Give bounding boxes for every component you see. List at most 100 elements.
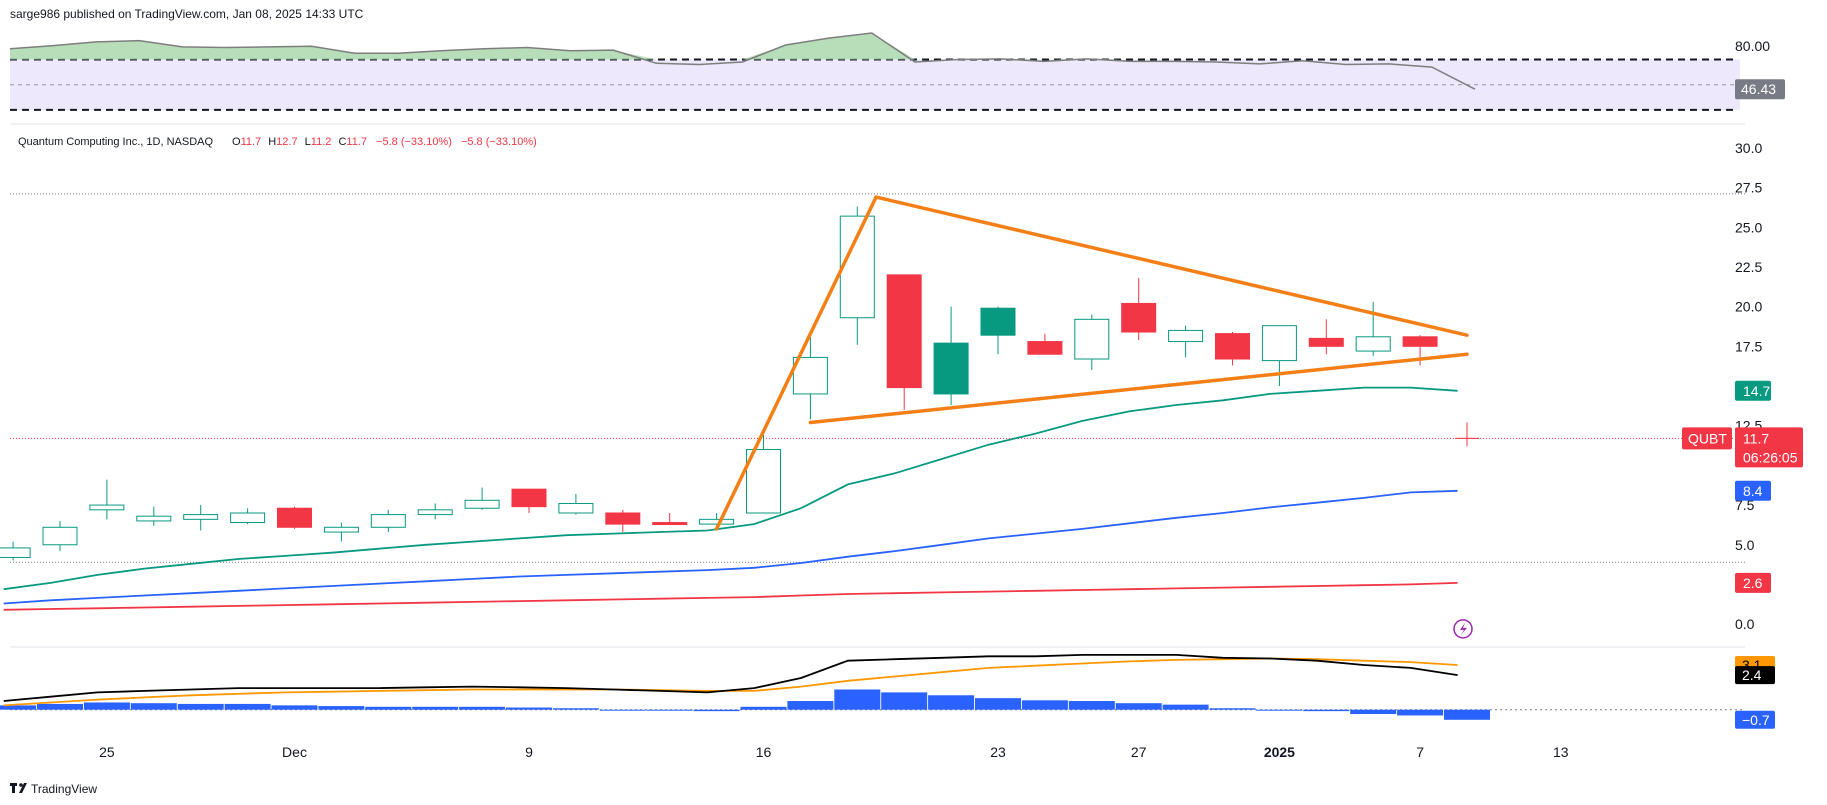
candle-body	[1402, 336, 1438, 347]
price-tick-label: 7.5	[1735, 497, 1755, 513]
pennant-trendline	[808, 352, 1469, 425]
macd-histogram-bar	[787, 701, 834, 710]
footer: TradingView	[10, 782, 97, 796]
candle-body	[464, 499, 500, 509]
macd-histogram-bar	[693, 709, 740, 712]
x-tick-label: 25	[99, 744, 115, 760]
macd-histogram-bar	[1068, 701, 1115, 710]
candle-body	[1308, 337, 1344, 347]
macd-histogram-bar	[1256, 709, 1303, 711]
candle-body	[746, 449, 781, 514]
ema-short-line	[3, 386, 1458, 591]
candle-body	[558, 502, 594, 514]
candle-body	[511, 488, 547, 508]
candle-body	[933, 342, 969, 395]
change-value-2: −5.8 (−33.10%)	[461, 136, 537, 148]
macd-histogram-bar	[1162, 704, 1209, 710]
candle-body	[0, 547, 31, 558]
series-value-label: 8.4	[1743, 483, 1763, 499]
last-price-label: 11.7	[1743, 430, 1769, 446]
macd-histogram-bar	[0, 705, 37, 710]
macd-histogram-bar	[1303, 709, 1350, 712]
macd-histogram-bar	[271, 705, 318, 710]
candle-body	[1355, 336, 1391, 352]
macd-histogram-bar	[1397, 709, 1444, 716]
macd-value-badge	[1735, 710, 1775, 729]
macd-histogram-bar	[1115, 703, 1162, 710]
macd-value-badge	[1735, 666, 1775, 685]
price-tick-label: 30.0	[1735, 140, 1762, 156]
symbol-badge	[1682, 427, 1732, 450]
rsi-line	[9, 32, 1476, 90]
published-caption: sarge986 published on TradingView.com, J…	[10, 7, 364, 21]
pennant-trendline	[714, 195, 878, 531]
macd-histogram-bar	[881, 692, 928, 710]
candle-body	[417, 509, 453, 516]
candle-body	[42, 526, 78, 546]
price-tick-label: 0.0	[1735, 616, 1755, 632]
x-tick-label: 13	[1553, 744, 1569, 760]
candle-body	[89, 504, 125, 511]
candle-body	[1261, 325, 1297, 362]
x-tick-label: 9	[525, 744, 533, 760]
macd-histogram-bar	[834, 689, 881, 710]
chart-title: Quantum Computing Inc., 1D, NASDAQ	[18, 136, 213, 148]
flash-icon-bolt	[1460, 622, 1467, 635]
macd-value-label: 2.4	[1742, 667, 1762, 683]
candle-body	[980, 307, 1016, 336]
macd-histogram-bar	[552, 708, 599, 710]
candle-body	[652, 522, 688, 526]
high-label: H	[268, 136, 276, 148]
macd-histogram-bar	[740, 706, 787, 710]
tradingview-logo-icon	[10, 783, 27, 793]
x-axis: 25 Dec 9 16 23 27 2025 7 13	[99, 744, 1569, 760]
macd-histogram-bar	[130, 703, 177, 710]
candle-body	[1074, 318, 1110, 360]
low-label: L	[305, 136, 311, 148]
x-tick-label: 7	[1416, 744, 1424, 760]
macd-histogram-bar	[599, 709, 646, 711]
macd-histogram-bar	[365, 706, 412, 710]
rsi-panel: 80.00 46.43	[9, 32, 1785, 111]
candle-body	[136, 515, 172, 522]
close-value: 11.7	[346, 136, 367, 148]
macd-histogram-bar	[1444, 709, 1490, 720]
price-tick-label: 5.0	[1735, 537, 1755, 553]
candle-body	[277, 507, 312, 528]
candle-body	[839, 215, 875, 319]
countdown-label: 06:26:05	[1743, 449, 1798, 465]
candle-body	[1168, 329, 1204, 343]
macd-histogram-bar	[506, 707, 552, 710]
macd-histogram-bar	[1021, 700, 1068, 710]
macd-line	[3, 654, 1458, 702]
candle-body	[699, 518, 735, 525]
price-tick-label: 25.0	[1735, 219, 1762, 235]
macd-histogram-bar	[928, 695, 975, 710]
macd-signal-line	[3, 657, 1458, 707]
rsi-value-badge	[1735, 79, 1785, 100]
price-legend: Quantum Computing Inc., 1D, NASDAQ O11.7…	[18, 136, 537, 148]
candle-body	[886, 274, 922, 389]
last-price-badge	[1735, 427, 1803, 468]
ohlc-legend: O11.7 H12.7 L11.2 C11.7 −5.8 (−33.10%) −…	[232, 136, 537, 148]
series-value-label: 14.7	[1743, 383, 1770, 399]
price-panel: 30.027.525.022.520.017.512.57.55.00.014.…	[0, 140, 1803, 639]
x-tick-label: 23	[990, 744, 1006, 760]
ema-long-line	[3, 582, 1458, 611]
close-label: C	[338, 136, 346, 148]
macd-histogram-bar	[1209, 708, 1256, 710]
pennant-trendline	[874, 195, 1469, 337]
rsi-value-label: 46.43	[1741, 81, 1776, 97]
flash-icon	[1453, 619, 1473, 639]
x-tick-label: 27	[1131, 744, 1147, 760]
candle-body	[230, 512, 266, 524]
candle-body	[1121, 302, 1157, 333]
low-value: 11.2	[311, 136, 332, 148]
ema-mid-line	[3, 489, 1458, 605]
macd-histogram-bar	[412, 706, 459, 710]
x-tick-label: 2025	[1264, 744, 1295, 760]
series-value-badge	[1735, 380, 1771, 401]
candle-body	[605, 512, 641, 525]
macd-panel: 3.12.4−0.7	[0, 654, 1775, 729]
